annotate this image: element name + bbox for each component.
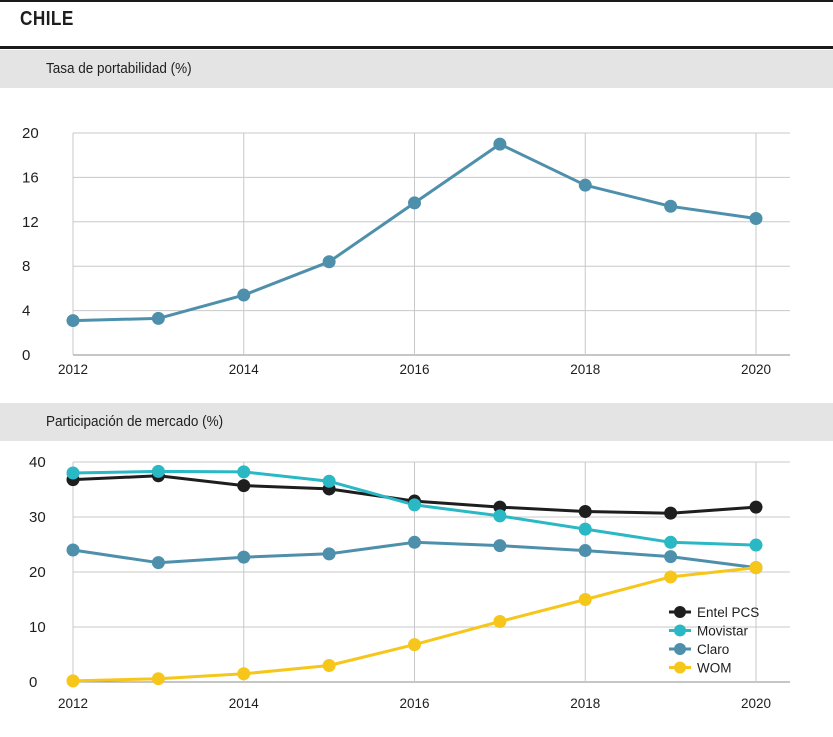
data-point	[237, 288, 251, 302]
legend-marker	[674, 661, 686, 674]
y-tick-label: 0	[22, 347, 30, 364]
data-point	[664, 550, 678, 564]
data-point	[408, 535, 421, 549]
data-point	[578, 522, 592, 536]
data-point	[749, 211, 763, 225]
legend-label: Entel PCS	[697, 605, 759, 620]
y-tick-label: 10	[29, 619, 46, 636]
data-point	[237, 479, 251, 493]
x-tick-label: 2014	[229, 696, 260, 711]
data-point	[151, 464, 165, 478]
data-point	[493, 137, 507, 151]
legend-label: Claro	[697, 642, 729, 657]
data-point	[237, 667, 251, 681]
data-point	[493, 509, 507, 523]
legend-label: Movistar	[697, 624, 749, 639]
top-rule	[0, 0, 833, 2]
y-tick-label: 0	[29, 674, 37, 691]
section-header-market-share: Participación de mercado (%)	[0, 403, 833, 441]
x-tick-label: 2014	[229, 362, 260, 377]
data-point	[237, 550, 251, 564]
title-rule	[0, 46, 833, 49]
y-tick-label: 4	[22, 303, 30, 320]
data-point	[66, 466, 80, 480]
data-point	[749, 500, 763, 514]
legend-marker	[674, 624, 686, 637]
data-point	[408, 196, 421, 210]
data-point	[493, 539, 507, 553]
data-point	[237, 465, 251, 479]
y-tick-label: 16	[22, 169, 39, 186]
data-point	[66, 314, 80, 328]
y-tick-label: 30	[29, 509, 46, 526]
data-point	[749, 561, 763, 575]
x-tick-label: 2018	[570, 362, 600, 377]
data-point	[664, 199, 678, 213]
x-tick-label: 2016	[399, 696, 429, 711]
data-point	[66, 543, 80, 557]
chart-title-portability: Tasa de portabilidad (%)	[46, 60, 192, 77]
chart-title-market-share: Participación de mercado (%)	[46, 413, 224, 430]
data-point	[664, 506, 678, 520]
data-point	[151, 556, 165, 570]
portability-chart: 0 4 8 12 16 20 2012 2014 2016 2018 2020	[22, 125, 790, 377]
data-point	[151, 672, 165, 686]
data-point	[578, 178, 592, 192]
legend-label: WOM	[697, 661, 732, 676]
data-point	[151, 311, 165, 325]
data-point	[749, 538, 763, 552]
market-share-chart: 0 10 20 30 40 2012 2014 2016 2018 2020 Entel PCS Mo…	[29, 454, 790, 711]
section-header-portability: Tasa de portabilidad (%)	[0, 50, 833, 88]
data-point	[408, 498, 421, 512]
country-title: CHILE	[20, 8, 74, 30]
data-point	[66, 674, 80, 688]
y-tick-label: 12	[22, 214, 39, 231]
data-point	[322, 474, 336, 488]
x-tick-label: 2012	[58, 362, 88, 377]
data-point	[408, 638, 421, 652]
x-tick-label: 2020	[741, 362, 771, 377]
data-point	[578, 544, 592, 558]
data-point	[493, 615, 507, 628]
y-tick-label: 40	[29, 454, 46, 471]
data-point	[322, 659, 336, 672]
data-point	[664, 570, 678, 584]
data-point	[322, 255, 336, 269]
x-tick-label: 2020	[741, 696, 771, 711]
y-tick-label: 20	[22, 125, 39, 142]
y-tick-label: 20	[29, 564, 46, 581]
x-tick-label: 2018	[570, 696, 600, 711]
data-point	[578, 593, 592, 606]
legend-marker	[674, 606, 686, 618]
y-tick-label: 8	[22, 258, 30, 275]
legend-marker	[674, 643, 686, 655]
x-tick-label: 2012	[58, 696, 88, 711]
data-point	[578, 505, 592, 518]
data-point	[664, 535, 678, 549]
x-tick-label: 2016	[399, 362, 429, 377]
data-point	[322, 547, 336, 561]
